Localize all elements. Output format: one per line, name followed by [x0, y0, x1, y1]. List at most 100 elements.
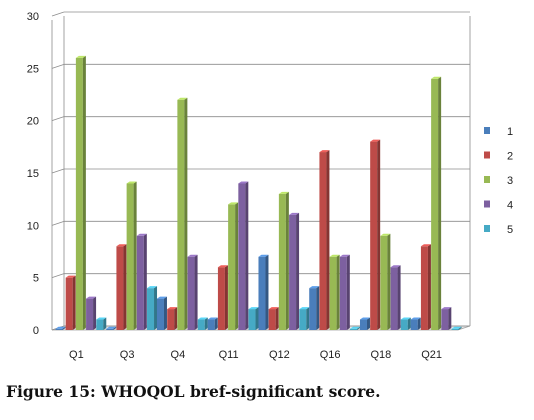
bar-side [357, 326, 361, 330]
bar-top [289, 212, 300, 215]
bar [197, 317, 208, 330]
bar-front [390, 267, 398, 330]
bar [86, 296, 97, 330]
bar-top [309, 286, 320, 289]
bar-top [167, 307, 178, 310]
bar-side [275, 307, 279, 330]
bar-front [278, 193, 286, 330]
bar [289, 212, 300, 330]
bar-side [296, 212, 300, 330]
bar [268, 307, 279, 330]
x-tick-label: Q1 [69, 349, 84, 361]
bar-front [441, 309, 449, 330]
bar-side [82, 55, 86, 330]
bar-side [407, 317, 411, 330]
bar-front [309, 288, 317, 330]
bar-front [339, 256, 347, 330]
bar-side [448, 307, 452, 330]
bar [278, 191, 289, 330]
bar [177, 97, 188, 330]
bar-top [96, 317, 107, 320]
bar-front [197, 319, 205, 330]
bar-front [207, 319, 215, 330]
bar-top [106, 326, 117, 329]
bar-side [346, 254, 350, 330]
bar-front [116, 246, 124, 330]
bar [258, 254, 269, 330]
bar-side [458, 326, 462, 330]
bars [55, 55, 462, 330]
x-tick-label: Q18 [370, 349, 391, 361]
bar-front [147, 288, 155, 330]
bar-side [62, 326, 66, 330]
bar-top [156, 296, 167, 299]
bar-top [116, 244, 127, 247]
bar-side [174, 307, 178, 330]
legend-swatch [484, 151, 490, 159]
bar [167, 307, 178, 330]
bar-side [255, 307, 259, 330]
bar [441, 307, 452, 330]
legend-swatch [484, 176, 490, 183]
x-tick-label: Q3 [120, 349, 135, 361]
bar-top [197, 317, 208, 320]
bar-top [217, 265, 228, 268]
bar [75, 55, 86, 330]
bar-front [410, 319, 418, 330]
bar [248, 307, 259, 330]
bar-top [451, 326, 462, 329]
bar-side [214, 317, 218, 330]
bar-front [55, 328, 63, 330]
y-axis: 0 5 10 15 20 25 30 [27, 11, 471, 337]
bar [390, 265, 401, 330]
bar [136, 233, 147, 330]
bar [359, 317, 370, 330]
bar-top [350, 326, 361, 329]
bar-top [370, 139, 381, 142]
bar [147, 286, 158, 330]
bar-front [136, 235, 144, 330]
x-tick-label: Q21 [421, 349, 442, 361]
bar-top [420, 244, 431, 247]
bar-side [397, 265, 401, 330]
legend-label: 5 [507, 224, 513, 236]
bar-side [336, 254, 340, 330]
bar-top [359, 317, 370, 320]
bar-top [248, 307, 259, 310]
bar [410, 317, 421, 330]
legend-label: 4 [507, 200, 513, 212]
bar-side [316, 286, 320, 330]
bar [339, 254, 350, 330]
bar-side [154, 286, 158, 330]
bar-side [93, 296, 97, 330]
bar-front [106, 328, 114, 330]
bar-front [451, 328, 459, 330]
bar [207, 317, 218, 330]
bar-side [72, 275, 76, 330]
bar-top [238, 181, 249, 184]
bar [156, 296, 167, 330]
bar [400, 317, 411, 330]
bar-side [245, 181, 249, 330]
bar-top [410, 317, 421, 320]
bar-top [75, 55, 86, 58]
legend-swatch [484, 225, 490, 232]
bar-front [350, 328, 358, 330]
bar-front [359, 319, 367, 330]
y-tick-label: 0 [33, 325, 39, 337]
bar-side [143, 233, 147, 330]
bar-front [329, 256, 337, 330]
bar [329, 254, 340, 330]
bar-side [194, 254, 198, 330]
legend-label: 2 [507, 151, 513, 163]
y-tick-label: 30 [27, 11, 39, 23]
bar-side [265, 254, 269, 330]
bar [309, 286, 320, 330]
bar-side [427, 244, 431, 330]
bar-side [224, 265, 228, 330]
bar-top [390, 265, 401, 268]
y-tick-label: 10 [27, 220, 39, 232]
figure-caption: Figure 15: WHOQOL bref-significant score… [6, 382, 381, 401]
bar-top [319, 150, 330, 153]
bar-side [235, 202, 239, 330]
